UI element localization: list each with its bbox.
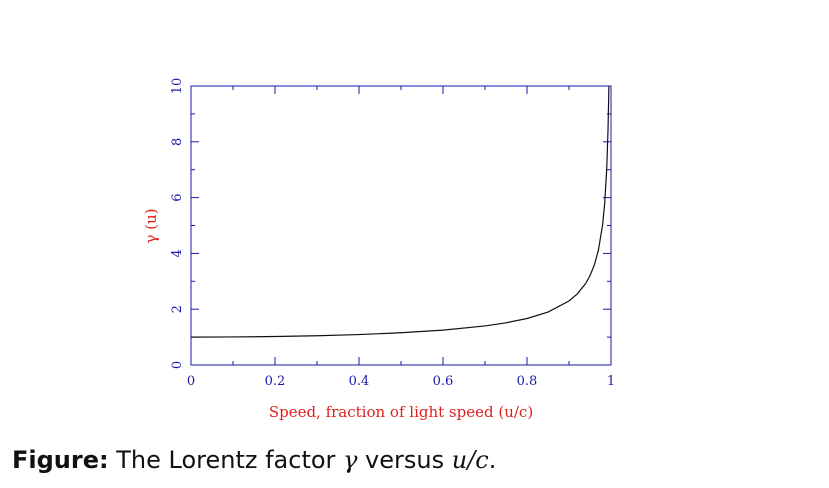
y-tick-label: 2 [170,305,185,313]
figure-caption: Figure: The Lorentz factor γ versus u/c. [12,446,496,474]
x-tick-label: 1 [607,374,615,389]
x-tick-label: 0.2 [265,374,286,389]
y-axis-ticks [191,85,611,366]
y-axis-tick-labels: 0 2 4 6 8 10 [170,78,185,369]
y-tick-label: 0 [170,361,185,369]
caption-ratio-symbol: u/c [451,446,489,474]
x-axis-ticks [190,86,612,365]
plot-frame [190,85,612,366]
y-tick-label: 8 [170,138,185,146]
caption-text-before: The Lorentz factor [116,446,336,474]
gamma-curve-line [190,85,610,338]
caption-gamma-symbol: γ [343,446,358,474]
x-tick-label: 0.8 [517,374,538,389]
caption-label: Figure: [12,446,109,474]
y-tick-label: 4 [170,249,185,257]
x-tick-label: 0 [187,374,195,389]
x-tick-label: 0.4 [349,374,370,389]
x-axis-title: Speed, fraction of light speed (u/c) [269,403,533,421]
y-axis-title: γ (u) [142,208,160,243]
x-tick-label: 0.6 [433,374,454,389]
caption-text-after: . [488,446,497,474]
y-tick-label: 6 [170,193,185,201]
caption-text-middle: versus [365,446,445,474]
y-tick-label: 10 [170,78,185,95]
lorentz-chart: 0 0.2 0.4 0.6 0.8 1 0 2 4 6 8 10 Speed, fraction o… [142,78,615,421]
x-axis-tick-labels: 0 0.2 0.4 0.6 0.8 1 [187,374,615,389]
